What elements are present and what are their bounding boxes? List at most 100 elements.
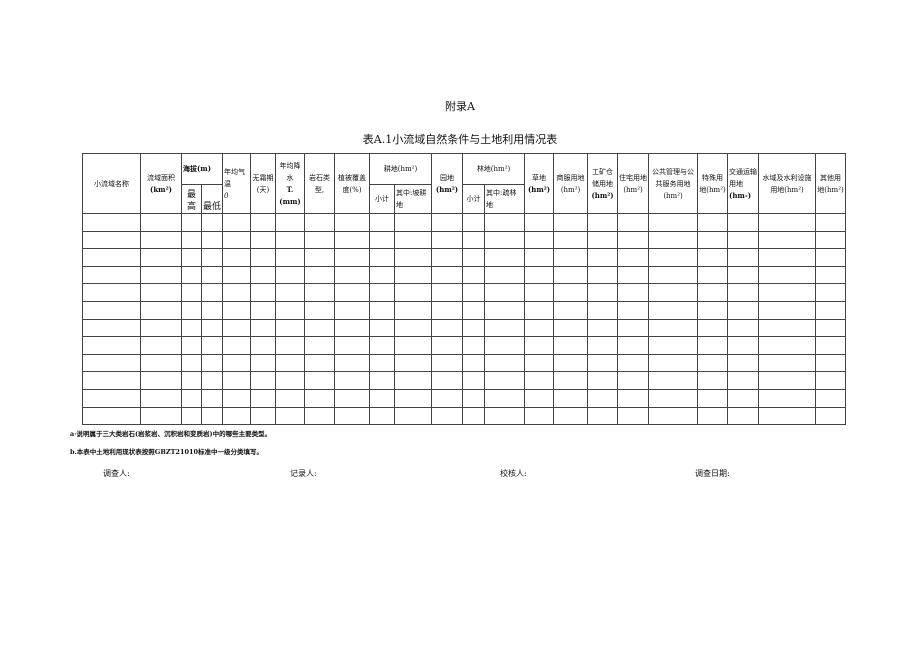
- table-cell[interactable]: [431, 300, 464, 320]
- table-cell[interactable]: [304, 406, 335, 426]
- table-cell[interactable]: [393, 213, 433, 232]
- table-cell[interactable]: [815, 230, 847, 250]
- table-cell[interactable]: [250, 406, 276, 426]
- table-cell[interactable]: [587, 406, 619, 426]
- table-cell[interactable]: [82, 353, 141, 373]
- table-cell[interactable]: [250, 353, 276, 373]
- table-cell[interactable]: [587, 371, 619, 390]
- table-cell[interactable]: [431, 353, 464, 373]
- table-cell[interactable]: [431, 388, 464, 408]
- table-cell[interactable]: [431, 318, 464, 338]
- table-cell[interactable]: [393, 388, 433, 408]
- table-cell[interactable]: [181, 353, 202, 373]
- table-cell[interactable]: [553, 336, 589, 355]
- table-cell[interactable]: [524, 213, 555, 232]
- table-cell[interactable]: [222, 388, 251, 408]
- table-cell[interactable]: [275, 213, 305, 232]
- table-cell[interactable]: [201, 265, 223, 285]
- table-cell[interactable]: [304, 336, 335, 355]
- table-cell[interactable]: [393, 300, 433, 320]
- table-cell[interactable]: [393, 248, 433, 267]
- table-cell[interactable]: [431, 230, 464, 250]
- table-cell[interactable]: [617, 300, 650, 320]
- table-cell[interactable]: [648, 265, 699, 285]
- table-cell[interactable]: [462, 406, 486, 426]
- table-cell[interactable]: [140, 406, 182, 426]
- table-cell[interactable]: [815, 213, 847, 232]
- table-cell[interactable]: [462, 300, 486, 320]
- table-cell[interactable]: [553, 283, 589, 302]
- table-cell[interactable]: [462, 371, 486, 390]
- table-cell[interactable]: [181, 406, 202, 426]
- table-cell[interactable]: [815, 371, 847, 390]
- table-cell[interactable]: [275, 336, 305, 355]
- table-cell[interactable]: [82, 388, 141, 408]
- table-cell[interactable]: [462, 283, 486, 302]
- table-cell[interactable]: [181, 388, 202, 408]
- table-cell[interactable]: [553, 213, 589, 232]
- table-cell[interactable]: [727, 283, 760, 302]
- table-cell[interactable]: [697, 371, 729, 390]
- table-cell[interactable]: [201, 388, 223, 408]
- table-cell[interactable]: [369, 388, 395, 408]
- table-cell[interactable]: [140, 388, 182, 408]
- table-cell[interactable]: [250, 388, 276, 408]
- table-cell[interactable]: [553, 371, 589, 390]
- table-cell[interactable]: [275, 230, 305, 250]
- table-cell[interactable]: [697, 213, 729, 232]
- table-cell[interactable]: [758, 318, 817, 338]
- table-cell[interactable]: [648, 371, 699, 390]
- table-cell[interactable]: [815, 336, 847, 355]
- table-cell[interactable]: [697, 318, 729, 338]
- table-cell[interactable]: [815, 283, 847, 302]
- table-cell[interactable]: [222, 283, 251, 302]
- table-cell[interactable]: [524, 248, 555, 267]
- table-cell[interactable]: [275, 318, 305, 338]
- table-cell[interactable]: [201, 300, 223, 320]
- table-cell[interactable]: [431, 248, 464, 267]
- table-cell[interactable]: [617, 406, 650, 426]
- table-cell[interactable]: [334, 265, 370, 285]
- table-cell[interactable]: [484, 300, 526, 320]
- table-cell[interactable]: [617, 283, 650, 302]
- table-cell[interactable]: [462, 353, 486, 373]
- table-cell[interactable]: [484, 318, 526, 338]
- table-cell[interactable]: [334, 300, 370, 320]
- table-cell[interactable]: [648, 388, 699, 408]
- table-cell[interactable]: [431, 371, 464, 390]
- table-cell[interactable]: [617, 371, 650, 390]
- table-cell[interactable]: [697, 388, 729, 408]
- table-cell[interactable]: [275, 406, 305, 426]
- table-cell[interactable]: [462, 248, 486, 267]
- table-cell[interactable]: [697, 336, 729, 355]
- table-cell[interactable]: [758, 283, 817, 302]
- table-cell[interactable]: [524, 406, 555, 426]
- table-cell[interactable]: [617, 318, 650, 338]
- table-cell[interactable]: [334, 371, 370, 390]
- table-cell[interactable]: [484, 230, 526, 250]
- table-cell[interactable]: [587, 283, 619, 302]
- table-cell[interactable]: [250, 318, 276, 338]
- table-cell[interactable]: [201, 371, 223, 390]
- table-cell[interactable]: [181, 248, 202, 267]
- table-cell[interactable]: [553, 406, 589, 426]
- table-cell[interactable]: [334, 336, 370, 355]
- table-cell[interactable]: [484, 353, 526, 373]
- table-cell[interactable]: [553, 388, 589, 408]
- table-cell[interactable]: [369, 300, 395, 320]
- table-cell[interactable]: [697, 353, 729, 373]
- table-cell[interactable]: [462, 388, 486, 408]
- table-cell[interactable]: [393, 371, 433, 390]
- table-cell[interactable]: [727, 230, 760, 250]
- table-cell[interactable]: [587, 230, 619, 250]
- table-cell[interactable]: [369, 371, 395, 390]
- table-cell[interactable]: [275, 388, 305, 408]
- table-cell[interactable]: [524, 230, 555, 250]
- table-cell[interactable]: [431, 283, 464, 302]
- table-cell[interactable]: [304, 213, 335, 232]
- table-cell[interactable]: [758, 336, 817, 355]
- table-cell[interactable]: [250, 213, 276, 232]
- table-cell[interactable]: [250, 265, 276, 285]
- table-cell[interactable]: [553, 265, 589, 285]
- table-cell[interactable]: [617, 336, 650, 355]
